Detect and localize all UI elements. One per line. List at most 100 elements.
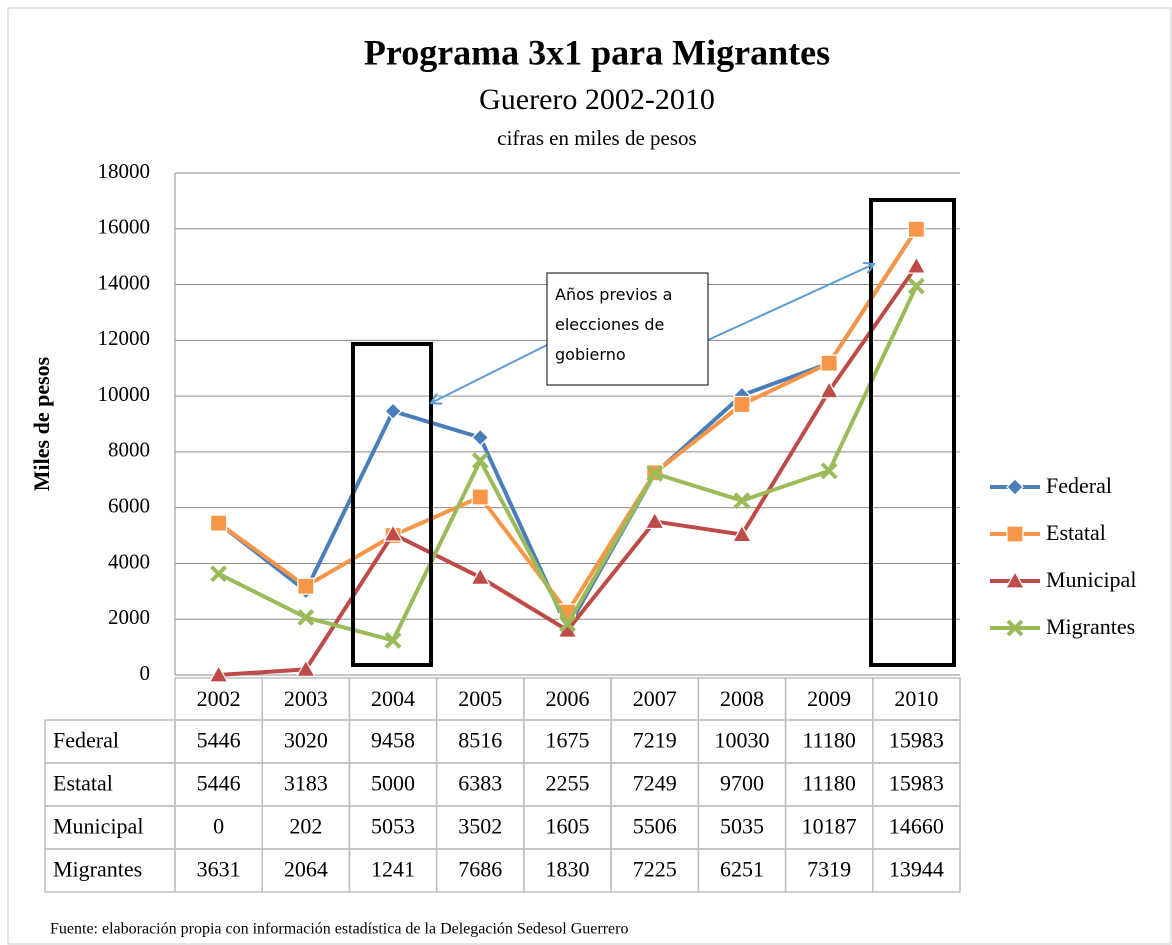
table-value: 1605 bbox=[546, 814, 590, 839]
table-value: 11180 bbox=[802, 771, 855, 796]
table-value: 7686 bbox=[458, 857, 502, 882]
table-value: 3502 bbox=[458, 814, 502, 839]
marker bbox=[820, 354, 838, 372]
source-note: Fuente: elaboración propia con informaci… bbox=[50, 921, 628, 938]
y-tick-label: 6000 bbox=[108, 493, 150, 517]
y-axis-label: Miles de pesos bbox=[29, 356, 54, 491]
marker bbox=[384, 402, 402, 421]
annotation-arrow bbox=[431, 344, 548, 403]
table-value: 3183 bbox=[284, 771, 328, 796]
table-value: 10187 bbox=[802, 814, 857, 839]
marker bbox=[646, 465, 664, 482]
y-tick-label: 10000 bbox=[98, 382, 151, 406]
table-cell bbox=[872, 848, 961, 893]
table-row-label: Municipal bbox=[53, 814, 143, 839]
table-value: 11180 bbox=[802, 728, 855, 753]
y-tick-label: 0 bbox=[140, 661, 151, 685]
marker bbox=[471, 452, 489, 470]
table-value: 1675 bbox=[546, 728, 590, 753]
y-tick-label: 12000 bbox=[98, 326, 151, 350]
table-value: 9458 bbox=[371, 728, 415, 753]
x-tick-label: 2008 bbox=[720, 686, 764, 711]
table-value: 5053 bbox=[371, 814, 415, 839]
marker bbox=[906, 255, 927, 274]
annotation-arrow bbox=[707, 264, 874, 341]
marker bbox=[210, 565, 228, 583]
marker bbox=[384, 631, 402, 649]
table-value: 7219 bbox=[633, 728, 677, 753]
table-value: 5446 bbox=[197, 771, 241, 796]
chart-note: cifras en miles de pesos bbox=[497, 126, 696, 150]
table-value: 7249 bbox=[633, 771, 677, 796]
y-tick-label: 18000 bbox=[98, 159, 151, 183]
table-value: 2064 bbox=[284, 857, 328, 882]
legend-marker bbox=[1004, 570, 1026, 589]
marker bbox=[559, 615, 576, 633]
table-value: 3631 bbox=[197, 857, 241, 882]
table-row-label: Federal bbox=[53, 728, 119, 753]
y-tick-label: 4000 bbox=[108, 549, 150, 573]
x-tick-label: 2003 bbox=[284, 686, 328, 711]
marker bbox=[297, 609, 315, 626]
table-row-label: Estatal bbox=[53, 771, 113, 796]
table-value: 1830 bbox=[546, 857, 590, 882]
x-tick-label: 2006 bbox=[546, 686, 590, 711]
x-tick-label: 2010 bbox=[894, 686, 938, 711]
x-tick-label: 2004 bbox=[371, 686, 415, 711]
legend-marker bbox=[1006, 478, 1024, 496]
table-row-label: Migrantes bbox=[53, 857, 142, 882]
x-tick-label: 2002 bbox=[197, 686, 241, 711]
table-value: 202 bbox=[289, 814, 322, 839]
marker bbox=[644, 511, 665, 530]
table-value: 5446 bbox=[197, 728, 241, 753]
legend-label: Municipal bbox=[1046, 567, 1136, 592]
marker bbox=[208, 664, 229, 683]
y-tick-label: 2000 bbox=[108, 605, 150, 629]
legend-label: Migrantes bbox=[1046, 614, 1135, 639]
annotation-box bbox=[546, 272, 709, 386]
legend-label: Federal bbox=[1046, 473, 1112, 498]
marker bbox=[295, 659, 316, 677]
table-value: 8516 bbox=[458, 728, 502, 753]
marker bbox=[820, 462, 838, 480]
highlight-box bbox=[351, 342, 433, 667]
marker bbox=[383, 523, 404, 542]
marker bbox=[471, 428, 490, 447]
table-value: 5506 bbox=[633, 814, 677, 839]
table-value: 15983 bbox=[889, 771, 944, 796]
table-value: 5000 bbox=[371, 771, 415, 796]
highlight-box bbox=[869, 198, 956, 667]
y-tick-label: 8000 bbox=[108, 438, 150, 462]
table-value: 14660 bbox=[889, 814, 944, 839]
x-tick-label: 2009 bbox=[807, 686, 851, 711]
legend-marker bbox=[1006, 619, 1024, 637]
chart-subtitle: Guerero 2002-2010 bbox=[479, 83, 715, 116]
table-value: 10030 bbox=[714, 728, 769, 753]
marker bbox=[210, 514, 228, 532]
legend-marker bbox=[1006, 525, 1024, 543]
marker bbox=[470, 567, 491, 585]
legend-label: Estatal bbox=[1046, 520, 1106, 545]
marker bbox=[819, 380, 840, 399]
table-value: 1241 bbox=[371, 857, 415, 882]
marker bbox=[907, 277, 925, 295]
table-value: 7225 bbox=[633, 857, 677, 882]
marker bbox=[733, 395, 751, 414]
table-value: 6251 bbox=[720, 857, 764, 882]
table-value: 6383 bbox=[458, 771, 502, 796]
annotation-wrap: Años previos a elecciones de gobierno bbox=[555, 285, 672, 364]
y-tick-label: 16000 bbox=[98, 215, 151, 239]
marker bbox=[731, 524, 752, 543]
marker bbox=[297, 577, 315, 595]
table-value: 15983 bbox=[889, 728, 944, 753]
frame bbox=[7, 7, 1172, 945]
table-value: 13944 bbox=[889, 857, 944, 882]
table-value: 5035 bbox=[720, 814, 764, 839]
marker bbox=[471, 488, 489, 506]
table-value: 0 bbox=[213, 814, 224, 839]
table-value: 3020 bbox=[284, 728, 328, 753]
x-tick-label: 2007 bbox=[633, 686, 677, 711]
table-value: 9700 bbox=[720, 771, 764, 796]
y-tick-label: 14000 bbox=[98, 270, 151, 294]
x-tick-label: 2005 bbox=[458, 686, 502, 711]
